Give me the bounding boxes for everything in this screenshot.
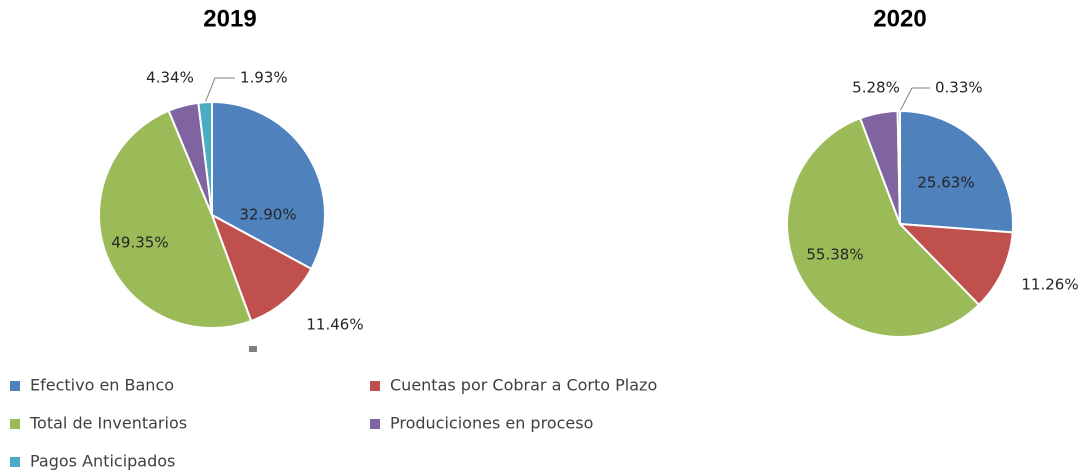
pie-slice (897, 222, 1014, 307)
pie-slice (197, 100, 213, 216)
data-label: 11.46% (306, 316, 363, 334)
legend-swatch (10, 419, 20, 429)
legend-label: Cuentas por Cobrar a Corto Plazo (390, 376, 657, 395)
pie-slice (896, 109, 901, 225)
legend-label: Pagos Anticipados (30, 452, 175, 471)
pie-slice (210, 212, 313, 323)
data-label: 32.90% (239, 206, 296, 224)
leader-line (899, 87, 930, 112)
data-label: 55.38% (806, 246, 863, 264)
legend-swatch (370, 419, 380, 429)
legend-label: Total de Inventarios (29, 414, 187, 433)
pie-slice (97, 109, 253, 329)
data-label: 25.63% (917, 174, 974, 192)
legend-label: Produciciones en proceso (390, 414, 593, 433)
data-label: 11.26% (1021, 276, 1078, 294)
pie-slice (899, 109, 1015, 234)
data-label: 4.34% (146, 69, 194, 87)
pie-slice (786, 116, 981, 338)
data-label: 1.93% (240, 69, 288, 87)
chart-title: 2020 (873, 5, 926, 32)
marker (249, 346, 257, 352)
legend-swatch (370, 381, 380, 391)
pie-slice (211, 100, 326, 271)
leader-line (204, 77, 235, 104)
data-label: 0.33% (935, 79, 983, 97)
legend-label: Efectivo en Banco (30, 376, 174, 395)
legend-swatch (10, 457, 20, 467)
chart-title: 2019 (203, 5, 256, 32)
legend-swatch (10, 381, 20, 391)
data-label: 5.28% (852, 79, 900, 97)
data-label: 49.35% (111, 234, 168, 252)
